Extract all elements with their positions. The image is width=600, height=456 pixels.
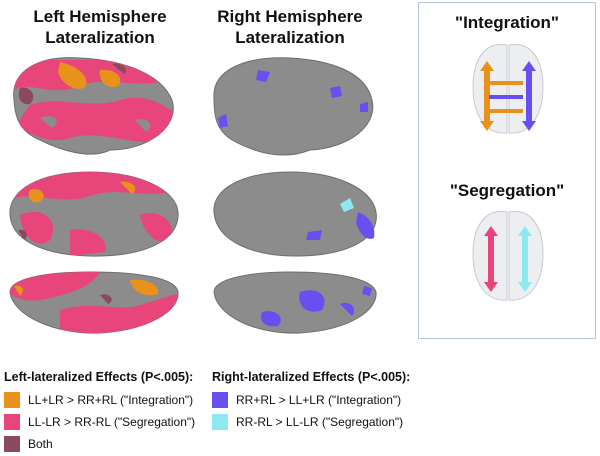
swatch-both [4, 436, 20, 452]
legend-item: RR-RL > LL-LR ("Segregation") [212, 412, 410, 432]
left-medial-brain [9, 171, 179, 257]
right-hemisphere-title: Right Hemisphere Lateralization [190, 6, 390, 48]
concept-panel: "Integration" "Segregation" [418, 2, 596, 339]
right-lateral-brain [213, 57, 374, 156]
legend-item: RR+RL > LL+LR ("Integration") [212, 390, 410, 410]
legend-item: LL-LR > RR-RL ("Segregation") [4, 412, 195, 432]
left-ventral-brain [9, 271, 179, 334]
legend-left-heading: Left-lateralized Effects (P<.005): [4, 370, 194, 384]
left-hemisphere-title: Left Hemisphere Lateralization [0, 6, 200, 48]
legend-label: LL+LR > RR+RL ("Integration") [28, 393, 194, 407]
right-medial-brain [213, 171, 377, 257]
segregation-diagram [472, 210, 544, 301]
left-lateral-brain [13, 57, 174, 155]
integration-diagram [472, 43, 544, 134]
legend-label: Both [28, 437, 53, 451]
legend-left: Left-lateralized Effects (P<.005): LL+LR… [4, 370, 195, 456]
integration-title: "Integration" [455, 13, 559, 32]
swatch-violet [212, 392, 228, 408]
right-ventral-brain [213, 271, 377, 334]
left-title-line1: Left Hemisphere [33, 7, 167, 26]
swatch-cyan [212, 414, 228, 430]
legend-label: RR-RL > LL-LR ("Segregation") [236, 415, 404, 429]
legend-item: Both [4, 434, 195, 454]
legend-right: Right-lateralized Effects (P<.005): RR+R… [212, 370, 410, 434]
legend-item: LL+LR > RR+RL ("Integration") [4, 390, 195, 410]
swatch-orange [4, 392, 20, 408]
legend-label: RR+RL > LL+LR ("Integration") [236, 393, 402, 407]
legend-right-heading: Right-lateralized Effects (P<.005): [212, 370, 411, 384]
left-title-line2: Lateralization [45, 28, 155, 47]
right-title-line1: Right Hemisphere [217, 7, 363, 26]
brain-maps [9, 57, 377, 334]
right-title-line2: Lateralization [235, 28, 345, 47]
legend-label: LL-LR > RR-RL ("Segregation") [28, 415, 196, 429]
segregation-title: "Segregation" [449, 181, 565, 200]
swatch-pink [4, 414, 20, 430]
